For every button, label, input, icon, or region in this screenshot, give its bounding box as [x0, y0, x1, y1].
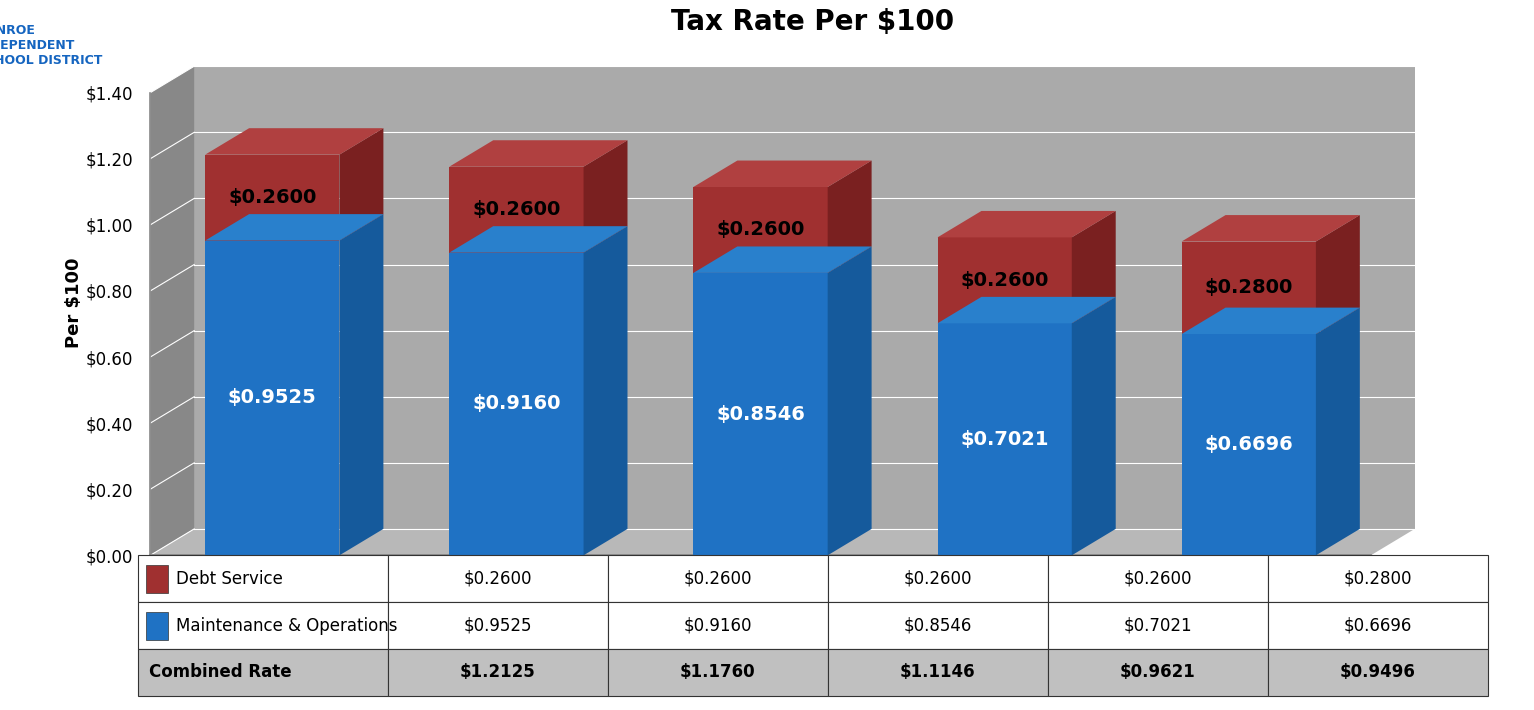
Polygon shape	[449, 141, 627, 167]
Text: CONROE
INDEPENDENT
SCHOOL DISTRICT: CONROE INDEPENDENT SCHOOL DISTRICT	[0, 24, 103, 67]
FancyBboxPatch shape	[607, 602, 828, 649]
FancyBboxPatch shape	[138, 649, 388, 696]
Polygon shape	[1072, 211, 1115, 323]
Polygon shape	[583, 141, 627, 253]
Text: $0.2600: $0.2600	[472, 200, 560, 219]
Polygon shape	[828, 160, 871, 273]
FancyBboxPatch shape	[1269, 602, 1488, 649]
Polygon shape	[206, 129, 384, 155]
Polygon shape	[206, 214, 384, 241]
Text: $1.1760: $1.1760	[680, 663, 756, 682]
Polygon shape	[937, 211, 1115, 237]
Text: $0.2600: $0.2600	[1124, 569, 1192, 588]
Polygon shape	[339, 129, 384, 241]
Text: Debt Service: Debt Service	[176, 569, 282, 588]
Bar	[206, 241, 339, 555]
Text: $0.2600: $0.2600	[684, 569, 752, 588]
Bar	[449, 167, 583, 253]
FancyBboxPatch shape	[146, 611, 167, 640]
FancyBboxPatch shape	[388, 602, 607, 649]
Text: $0.7021: $0.7021	[1123, 616, 1192, 635]
Text: $0.8546: $0.8546	[716, 405, 805, 424]
Text: $0.9621: $0.9621	[1120, 663, 1197, 682]
Bar	[449, 253, 583, 555]
Polygon shape	[1072, 297, 1115, 555]
Text: $0.9160: $0.9160	[472, 395, 561, 413]
FancyBboxPatch shape	[138, 602, 388, 649]
FancyBboxPatch shape	[1048, 649, 1269, 696]
FancyBboxPatch shape	[828, 649, 1048, 696]
Text: $0.7021: $0.7021	[960, 430, 1049, 449]
FancyBboxPatch shape	[138, 555, 388, 602]
FancyBboxPatch shape	[828, 602, 1048, 649]
FancyBboxPatch shape	[607, 649, 828, 696]
Polygon shape	[583, 226, 627, 555]
Polygon shape	[828, 246, 871, 555]
Title: Tax Rate Per $100: Tax Rate Per $100	[672, 9, 954, 36]
Bar	[937, 323, 1072, 555]
Y-axis label: Per $100: Per $100	[66, 257, 83, 348]
FancyBboxPatch shape	[1269, 555, 1488, 602]
Text: $0.2600: $0.2600	[716, 220, 805, 239]
Text: $1.1146: $1.1146	[900, 663, 976, 682]
Text: $0.9525: $0.9525	[463, 616, 532, 635]
FancyBboxPatch shape	[146, 564, 167, 593]
Text: $0.8546: $0.8546	[904, 616, 973, 635]
Text: $0.9160: $0.9160	[684, 616, 752, 635]
FancyBboxPatch shape	[388, 649, 607, 696]
Polygon shape	[1181, 307, 1359, 334]
Text: $0.2800: $0.2800	[1344, 569, 1413, 588]
Polygon shape	[150, 529, 1414, 555]
Polygon shape	[1316, 215, 1359, 334]
Polygon shape	[1181, 215, 1359, 241]
FancyBboxPatch shape	[1269, 649, 1488, 696]
Bar	[1181, 241, 1316, 334]
Polygon shape	[693, 160, 871, 187]
FancyBboxPatch shape	[1048, 555, 1269, 602]
FancyBboxPatch shape	[607, 555, 828, 602]
Text: $0.6696: $0.6696	[1344, 616, 1413, 635]
Bar	[206, 155, 339, 241]
FancyBboxPatch shape	[828, 555, 1048, 602]
Polygon shape	[937, 297, 1115, 323]
Polygon shape	[1316, 307, 1359, 555]
Text: $0.2600: $0.2600	[960, 271, 1049, 290]
Text: $0.2600: $0.2600	[463, 569, 532, 588]
Bar	[693, 273, 828, 555]
Bar	[937, 237, 1072, 323]
Bar	[693, 187, 828, 273]
Text: $0.2800: $0.2800	[1204, 278, 1293, 297]
FancyBboxPatch shape	[1048, 602, 1269, 649]
Text: $0.2600: $0.2600	[904, 569, 973, 588]
Polygon shape	[195, 66, 1414, 529]
Polygon shape	[339, 214, 384, 555]
Text: $0.2600: $0.2600	[229, 188, 316, 207]
Polygon shape	[449, 226, 627, 253]
Polygon shape	[693, 246, 871, 273]
Text: $0.9525: $0.9525	[229, 388, 316, 408]
Text: $1.2125: $1.2125	[460, 663, 535, 682]
Text: Combined Rate: Combined Rate	[149, 663, 291, 682]
Polygon shape	[150, 66, 195, 555]
Text: $0.6696: $0.6696	[1204, 435, 1293, 454]
Text: $0.9496: $0.9496	[1341, 663, 1416, 682]
Bar	[1181, 334, 1316, 555]
Text: Maintenance & Operations: Maintenance & Operations	[176, 616, 397, 635]
FancyBboxPatch shape	[388, 555, 607, 602]
